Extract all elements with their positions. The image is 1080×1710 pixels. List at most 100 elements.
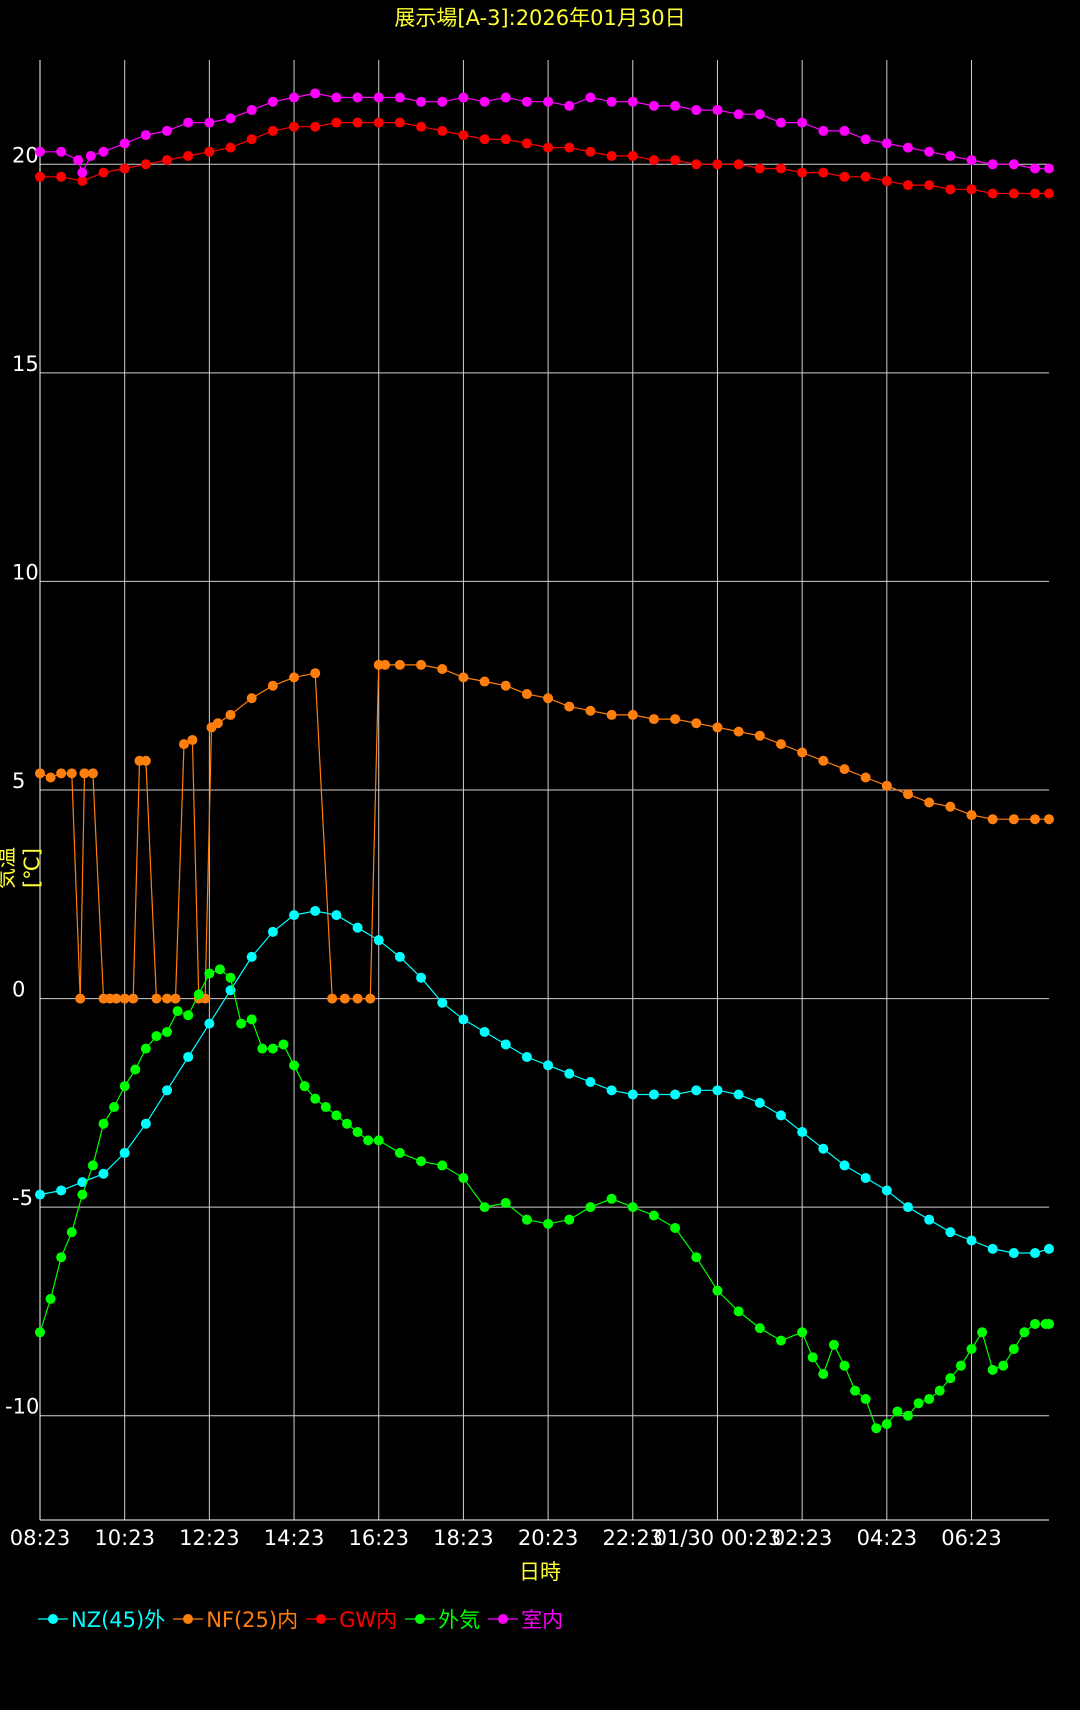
series-2-point	[479, 676, 490, 687]
series-3-point	[818, 167, 829, 178]
series-5-point	[352, 92, 363, 103]
series-1-point	[712, 1085, 723, 1096]
series-3-point	[458, 130, 469, 141]
series-5-point	[924, 146, 935, 157]
series-3-point	[310, 121, 321, 132]
series-2-point	[35, 768, 45, 779]
y-tick-label: 10	[12, 560, 39, 584]
y-tick-label: -10	[5, 1395, 39, 1419]
series-5-point	[331, 92, 342, 103]
series-2-point	[56, 768, 67, 779]
legend-marker	[38, 1614, 68, 1624]
series-4-point	[310, 1093, 321, 1104]
series-2	[35, 659, 1054, 1004]
series-3-point	[1008, 188, 1019, 199]
series-4-point	[289, 1060, 300, 1071]
series-1-point	[564, 1068, 575, 1079]
series-3-point	[352, 117, 363, 128]
series-4-point	[35, 1327, 45, 1338]
series-1-point	[119, 1147, 130, 1158]
series-4-point	[151, 1031, 162, 1042]
series-1-point	[818, 1143, 829, 1154]
series-4-point	[754, 1323, 765, 1334]
series-4-point	[56, 1252, 67, 1263]
series-1-point	[543, 1060, 554, 1071]
series-3-point	[627, 150, 638, 161]
series-4-point	[966, 1343, 977, 1354]
series-3-point	[754, 163, 765, 174]
series-2-point	[394, 659, 405, 670]
series-5-point	[670, 100, 681, 111]
series-3-point	[162, 155, 173, 166]
series-4-point	[479, 1202, 490, 1213]
series-5-point	[35, 146, 45, 157]
series-4-point	[733, 1306, 744, 1317]
series-4-point	[278, 1039, 289, 1050]
series-1-point	[162, 1085, 173, 1096]
series-2-point	[128, 993, 139, 1004]
series-1-point	[458, 1014, 469, 1025]
series-5-point	[204, 117, 215, 128]
series-1-point	[437, 997, 448, 1008]
legend-marker-dot	[183, 1614, 194, 1624]
series-3-point	[775, 163, 786, 174]
series-1-point	[797, 1127, 808, 1138]
series-2-point	[564, 701, 575, 712]
series-1-point	[733, 1089, 744, 1100]
series-2-point	[860, 772, 871, 783]
series-5-point	[373, 92, 384, 103]
series-4-point	[172, 1006, 183, 1017]
series-4-point	[987, 1364, 998, 1375]
series-4-point	[140, 1043, 151, 1054]
series-5-point	[98, 146, 109, 157]
series-3-point	[648, 155, 659, 166]
series-2-point	[339, 993, 350, 1004]
series-5-point	[73, 155, 84, 166]
series-2-point	[140, 755, 151, 766]
legend-marker	[306, 1614, 337, 1624]
chart-title: 展示場[A-3]:2026年01月30日	[394, 6, 686, 30]
series-5-point	[162, 125, 173, 136]
legend-label: GW内	[339, 1608, 398, 1632]
series-4-point	[77, 1189, 88, 1200]
series-4-point	[585, 1202, 596, 1213]
legend-marker	[488, 1614, 519, 1624]
series-2-point	[521, 689, 532, 700]
series-2-point	[119, 993, 130, 1004]
series-2-point	[543, 693, 554, 704]
series-4-point	[119, 1081, 130, 1092]
series-1-point	[35, 1189, 45, 1200]
series-4-point	[860, 1394, 871, 1405]
series-4-point	[320, 1102, 331, 1113]
series-4-point	[828, 1339, 839, 1350]
series-4-point	[881, 1419, 892, 1430]
series-2-point	[500, 680, 511, 691]
x-axis-ticks: 08:23 10:23 12:23 14:23 16:23 18:23 20:23 22:23…	[10, 1526, 1002, 1550]
series-3-point	[1044, 188, 1054, 199]
series-4-point	[257, 1043, 268, 1054]
series-2-point	[839, 764, 850, 775]
series-2-point	[903, 789, 914, 800]
series-4-point	[66, 1227, 77, 1238]
series-2-line	[39, 664, 1049, 1000]
series-2-point	[365, 993, 376, 1004]
series-4-point	[564, 1214, 575, 1225]
series-2-point	[818, 755, 829, 766]
series-4-point	[225, 972, 236, 983]
series-4-point	[521, 1214, 532, 1225]
series-3-point	[924, 180, 935, 191]
series-5-point	[966, 155, 977, 166]
y-axis-ticks: 20 15 10 5 0 -5 -10	[5, 143, 39, 1418]
series-4-point	[913, 1398, 924, 1409]
series-5-point	[543, 96, 554, 107]
series-2-point	[754, 730, 765, 741]
legend-label: 外気	[438, 1608, 481, 1632]
series-2-point	[66, 768, 77, 779]
series-1-point	[394, 951, 405, 962]
series-3-point	[416, 121, 427, 132]
series-3-point	[733, 159, 744, 170]
series-4-point	[1008, 1343, 1019, 1354]
x-tick-label: 12:23	[179, 1526, 240, 1550]
series-3-point	[881, 175, 892, 186]
series-4-point	[416, 1156, 427, 1167]
